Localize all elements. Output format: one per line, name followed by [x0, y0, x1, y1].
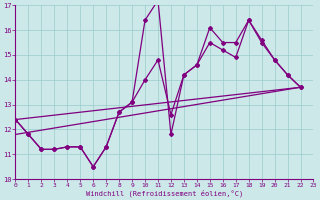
- X-axis label: Windchill (Refroidissement éolien,°C): Windchill (Refroidissement éolien,°C): [86, 190, 243, 197]
